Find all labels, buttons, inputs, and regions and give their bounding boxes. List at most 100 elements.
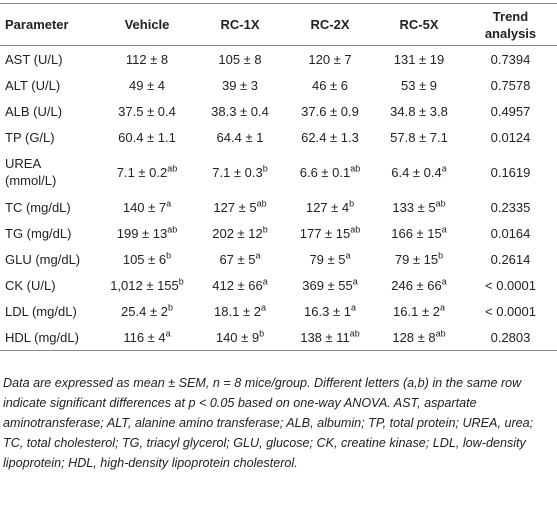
header-cell: RC-2X bbox=[286, 3, 374, 46]
table-cell: 16.1 ± 2a bbox=[374, 298, 464, 324]
significance-letter: ab bbox=[435, 198, 446, 209]
table-cell: 34.8 ± 3.8 bbox=[390, 103, 448, 119]
table-cell: 79 ± 5a bbox=[286, 246, 374, 272]
cell-value: 199 ± 13 bbox=[116, 225, 168, 241]
table-row: HDL (mg/dL) 116 ± 4a 140 ± 9b 138 ± 11ab 128… bbox=[0, 324, 557, 351]
significance-letter: ab bbox=[435, 328, 446, 339]
header-cell: RC-5X bbox=[374, 3, 464, 46]
table-cell: 6.6 ± 0.1ab bbox=[286, 150, 374, 194]
cell-value: 138 ± 11 bbox=[300, 329, 350, 345]
table-cell: 0.0124 bbox=[490, 129, 531, 145]
significance-letter: a bbox=[345, 250, 351, 261]
table-row: AST (U/L) 112 ± 8 105 ± 8 120 ± 7 131 ± 19 0.… bbox=[0, 46, 557, 73]
significance-letter: a bbox=[350, 302, 356, 313]
table-cell: 16.3 ± 1a bbox=[286, 298, 374, 324]
cell-value: 79 ± 15 bbox=[394, 251, 439, 267]
table-cell: 1,012 ± 155b bbox=[100, 272, 194, 298]
header-row: Parameter Vehicle RC-1X RC-2X RC-5X Trend ana… bbox=[0, 3, 557, 46]
significance-letter: a bbox=[441, 276, 447, 287]
cell-value: 6.6 ± 0.1 bbox=[299, 164, 351, 180]
table-cell: 49 ± 4 bbox=[128, 77, 166, 93]
table-cell: 25.4 ± 2b bbox=[100, 298, 194, 324]
significance-letter: a bbox=[262, 276, 268, 287]
significance-letter: ab bbox=[167, 224, 178, 235]
significance-letter: a bbox=[166, 198, 172, 209]
table-cell: < 0.0001 bbox=[485, 277, 536, 293]
table-cell: 64.4 ± 1 bbox=[216, 129, 264, 145]
significance-letter: b bbox=[262, 163, 268, 174]
table-cell: 369 ± 55a bbox=[286, 272, 374, 298]
header-cell: Vehicle bbox=[100, 3, 194, 46]
significance-letter: ab bbox=[349, 328, 360, 339]
table-cell: 177 ± 15ab bbox=[286, 220, 374, 246]
cell-value: 6.4 ± 0.4 bbox=[391, 164, 442, 180]
cell-value: 140 ± 7 bbox=[122, 199, 167, 215]
table-cell: 246 ± 66a bbox=[374, 272, 464, 298]
cell-value: 127 ± 4 bbox=[305, 199, 350, 215]
significance-letter: a bbox=[441, 163, 447, 174]
table-cell: 0.2614 bbox=[490, 251, 531, 267]
significance-letter: ab bbox=[350, 163, 361, 174]
parameter-cell: ALB (U/L) bbox=[5, 103, 63, 119]
header-cell: Parameter bbox=[0, 3, 100, 46]
parameter-cell: UREA (mmol/L) bbox=[5, 156, 57, 188]
cell-value: 412 ± 66 bbox=[212, 277, 263, 293]
header-cell: RC-1X bbox=[194, 3, 286, 46]
significance-letter: ab bbox=[167, 163, 178, 174]
cell-value: 116 ± 4 bbox=[123, 329, 166, 345]
cell-value: 369 ± 55 bbox=[302, 277, 353, 293]
cell-value: 140 ± 9 bbox=[215, 329, 260, 345]
table-cell: 0.4957 bbox=[490, 103, 531, 119]
significance-letter: b bbox=[167, 302, 173, 313]
cell-value: 1,012 ± 155 bbox=[110, 277, 179, 293]
table-cell: 105 ± 6b bbox=[100, 246, 194, 272]
cell-value: 177 ± 15 bbox=[299, 225, 351, 241]
table-row: TC (mg/dL) 140 ± 7a 127 ± 5ab 127 ± 4b 133 ±… bbox=[0, 194, 557, 220]
table-row: TG (mg/dL) 199 ± 13ab 202 ± 12b 177 ± 15ab 1… bbox=[0, 220, 557, 246]
table-row: ALB (U/L) 37.5 ± 0.4 38.3 ± 0.4 37.6 ± 0.9 3… bbox=[0, 98, 557, 124]
table-cell: 57.8 ± 7.1 bbox=[390, 129, 448, 145]
cell-value: 16.3 ± 1 bbox=[304, 303, 351, 319]
parameter-cell: ALT (U/L) bbox=[5, 77, 61, 93]
table-cell: 7.1 ± 0.3b bbox=[194, 150, 286, 194]
significance-letter: b bbox=[166, 250, 172, 261]
table-cell: 127 ± 5ab bbox=[194, 194, 286, 220]
cell-value: 246 ± 66 bbox=[391, 277, 442, 293]
cell-value: 105 ± 6 bbox=[122, 251, 167, 267]
cell-value: 127 ± 5 bbox=[213, 199, 257, 215]
significance-letter: b bbox=[438, 250, 444, 261]
table-cell: 67 ± 5a bbox=[194, 246, 286, 272]
table-row: UREA (mmol/L) 7.1 ± 0.2ab 7.1 ± 0.3b 6.6 ± … bbox=[0, 150, 557, 194]
table-cell: 7.1 ± 0.2ab bbox=[100, 150, 194, 194]
table-cell: 138 ± 11ab bbox=[286, 324, 374, 351]
table-cell: 39 ± 3 bbox=[221, 77, 259, 93]
table-cell: 412 ± 66a bbox=[194, 272, 286, 298]
table-cell: 46 ± 6 bbox=[311, 77, 349, 93]
table-row: CK (U/L) 1,012 ± 155b 412 ± 66a 369 ± 55a 24… bbox=[0, 272, 557, 298]
table-cell: 127 ± 4b bbox=[286, 194, 374, 220]
table-cell: 0.7394 bbox=[490, 51, 531, 67]
cell-value: 16.1 ± 2 bbox=[393, 303, 440, 319]
page: Parameter Vehicle RC-1X RC-2X RC-5X Trend ana… bbox=[0, 3, 557, 505]
table-cell: 133 ± 5ab bbox=[374, 194, 464, 220]
cell-value: 128 ± 8 bbox=[392, 329, 436, 345]
table-cell: 202 ± 12b bbox=[194, 220, 286, 246]
table-cell: 131 ± 19 bbox=[393, 51, 445, 67]
significance-letter: a bbox=[165, 328, 171, 339]
parameter-cell: HDL (mg/dL) bbox=[0, 324, 100, 351]
table-cell: 79 ± 15b bbox=[374, 246, 464, 272]
header-cell: Trend analysis bbox=[464, 3, 557, 46]
table-cell: 116 ± 4a bbox=[100, 324, 194, 351]
significance-letter: a bbox=[260, 302, 266, 313]
footnote: Data are expressed as mean ± SEM, n = 8 … bbox=[3, 376, 534, 470]
cell-value: 166 ± 15 bbox=[391, 225, 442, 241]
significance-letter: b bbox=[178, 276, 184, 287]
table-body: AST (U/L) 112 ± 8 105 ± 8 120 ± 7 131 ± 19 0.… bbox=[0, 46, 557, 351]
data-table: Parameter Vehicle RC-1X RC-2X RC-5X Trend ana… bbox=[0, 3, 557, 351]
table-cell: 199 ± 13ab bbox=[100, 220, 194, 246]
parameter-cell: TC (mg/dL) bbox=[5, 199, 71, 215]
cell-value: 25.4 ± 2 bbox=[121, 303, 168, 319]
significance-letter: a bbox=[441, 224, 447, 235]
parameter-cell: TP (G/L) bbox=[5, 129, 55, 145]
parameter-cell: CK (U/L) bbox=[5, 277, 56, 293]
